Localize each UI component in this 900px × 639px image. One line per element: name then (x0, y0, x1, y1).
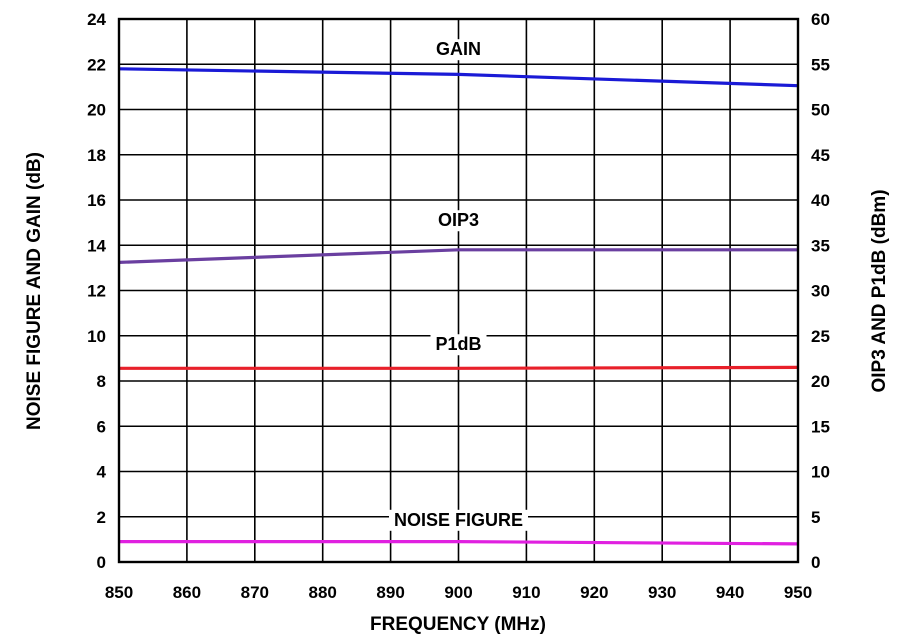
y-left-tick-label: 0 (97, 553, 106, 572)
y-right-tick-label: 15 (811, 417, 830, 436)
series-line-oip3 (118, 248, 798, 264)
y-right-tick-label: 30 (811, 282, 830, 301)
grid (118, 18, 799, 563)
y-left-tick-label: 2 (97, 508, 106, 527)
y-left-tick-label: 14 (87, 236, 106, 255)
tick-labels: 850 860 870 880 890 900 910 920 930 940 9500246810… (87, 10, 830, 602)
series-label-background (431, 39, 486, 61)
x-tick-label: 950 (784, 583, 812, 602)
y-right-tick-label: 5 (811, 508, 820, 527)
y-right-tick-label: 40 (811, 191, 830, 210)
x-tick-label: 890 (376, 583, 404, 602)
x-tick-label: 910 (512, 583, 540, 602)
y-left-axis-title: NOISE FIGURE AND GAIN (dB) (24, 152, 45, 430)
series-line-gain (118, 67, 799, 88)
series-label-p1db: P1dB (435, 334, 481, 354)
y-left-tick-label: 22 (87, 55, 106, 74)
y-right-tick-label: 55 (811, 55, 830, 74)
y-left-tick-label: 8 (97, 372, 106, 391)
x-tick-label: 860 (173, 583, 201, 602)
x-tick-label: 940 (716, 583, 744, 602)
series-label-gain: GAIN (436, 39, 481, 59)
series-label-oip3: OIP3 (438, 210, 479, 230)
series-line-noise-figure (119, 539, 799, 546)
series-label-background (432, 210, 485, 232)
y-right-tick-label: 35 (811, 236, 830, 255)
x-tick-label: 900 (444, 583, 472, 602)
y-right-tick-label: 0 (811, 553, 820, 572)
y-right-axis-title: OIP3 AND P1dB (dBm) (869, 189, 890, 392)
series-line-p1db (119, 365, 799, 370)
series-lines (118, 67, 799, 546)
y-left-tick-label: 10 (87, 327, 106, 346)
x-tick-label: 870 (241, 583, 269, 602)
y-right-tick-label: 25 (811, 327, 830, 346)
series-labels: GAIN OIP3 P1dB NOISE FIGURE (388, 39, 529, 531)
x-tick-label: 930 (648, 583, 676, 602)
plot-frame (117, 17, 800, 564)
y-left-tick-label: 12 (87, 282, 106, 301)
x-tick-label: 880 (309, 583, 337, 602)
x-axis-title: FREQUENCY (MHz) (370, 614, 546, 635)
y-left-tick-label: 4 (97, 463, 107, 482)
y-right-tick-label: 20 (811, 372, 830, 391)
series-label-background (388, 509, 529, 531)
y-right-tick-label: 10 (811, 463, 830, 482)
series-label-noise-figure: NOISE FIGURE (394, 510, 523, 530)
y-right-tick-label: 45 (811, 146, 830, 165)
y-left-tick-label: 24 (87, 10, 106, 29)
y-left-tick-label: 6 (97, 417, 106, 436)
y-left-tick-label: 16 (87, 191, 106, 210)
y-left-tick-label: 20 (87, 101, 106, 120)
x-tick-label: 920 (580, 583, 608, 602)
y-right-tick-label: 60 (811, 10, 830, 29)
x-tick-label: 850 (105, 583, 133, 602)
y-right-tick-label: 50 (811, 101, 830, 120)
y-left-tick-label: 18 (87, 146, 106, 165)
series-label-background (430, 334, 487, 356)
